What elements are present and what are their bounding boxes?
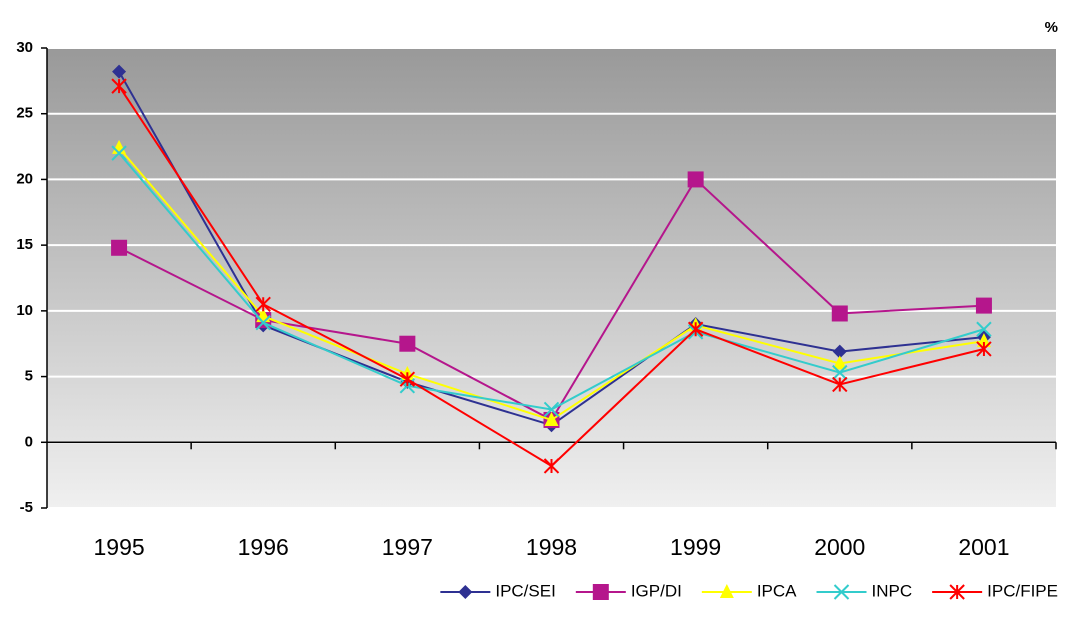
legend-item: IPCA xyxy=(701,581,797,600)
y-tick-label: 25 xyxy=(16,105,33,122)
unit-label: % xyxy=(1045,19,1058,36)
y-tick-label: 5 xyxy=(25,368,33,385)
marker xyxy=(832,344,847,359)
marker xyxy=(255,296,271,312)
y-tick-label: 20 xyxy=(16,170,33,187)
marker xyxy=(833,584,850,600)
marker xyxy=(687,321,704,337)
y-tick-label: -5 xyxy=(20,499,33,516)
marker xyxy=(832,364,848,381)
marker xyxy=(544,411,559,426)
y-tick-label: 15 xyxy=(16,236,33,253)
legend-label: IGP/DI xyxy=(631,581,682,600)
marker xyxy=(832,376,848,393)
x-tick-label: 1998 xyxy=(526,534,577,560)
x-tick-label: 2000 xyxy=(814,534,865,560)
marker xyxy=(831,305,848,322)
legend-label: IPCA xyxy=(757,581,797,600)
legend-item: IPC/FIPE xyxy=(932,581,1058,600)
marker xyxy=(543,458,560,474)
marker xyxy=(458,585,473,599)
marker xyxy=(112,64,127,79)
marker xyxy=(976,341,992,357)
legend-item: INPC xyxy=(816,581,913,600)
legend-item: IPC/SEI xyxy=(440,581,556,600)
marker xyxy=(543,401,560,418)
marker xyxy=(687,171,704,188)
marker xyxy=(976,333,991,348)
x-tick-label: 1995 xyxy=(93,534,144,560)
plot-area xyxy=(47,48,1056,508)
marker xyxy=(111,145,127,161)
legend-label: IPC/FIPE xyxy=(987,581,1058,600)
y-tick-label: 10 xyxy=(16,302,33,319)
y-tick-label: 0 xyxy=(25,433,33,450)
marker xyxy=(719,584,734,598)
marker xyxy=(975,297,992,314)
marker xyxy=(255,314,271,331)
marker xyxy=(949,584,965,600)
marker xyxy=(976,321,992,337)
legend-label: IPC/SEI xyxy=(495,581,555,600)
marker xyxy=(399,371,416,387)
x-tick-label: 1996 xyxy=(238,534,289,560)
marker xyxy=(832,355,847,370)
legend-item: IGP/DI xyxy=(575,581,682,600)
x-tick-label: 1997 xyxy=(382,534,433,560)
x-tick-label: 2001 xyxy=(958,534,1009,560)
marker xyxy=(111,78,127,94)
legend: IPC/SEI IGP/DI IPCA INPC IPC/FIPE xyxy=(440,581,1058,600)
y-tick-label: 30 xyxy=(16,39,33,56)
marker xyxy=(111,239,128,256)
marker xyxy=(399,335,416,352)
legend-label: INPC xyxy=(872,581,913,600)
x-tick-label: 1999 xyxy=(670,534,721,560)
marker xyxy=(592,584,609,600)
